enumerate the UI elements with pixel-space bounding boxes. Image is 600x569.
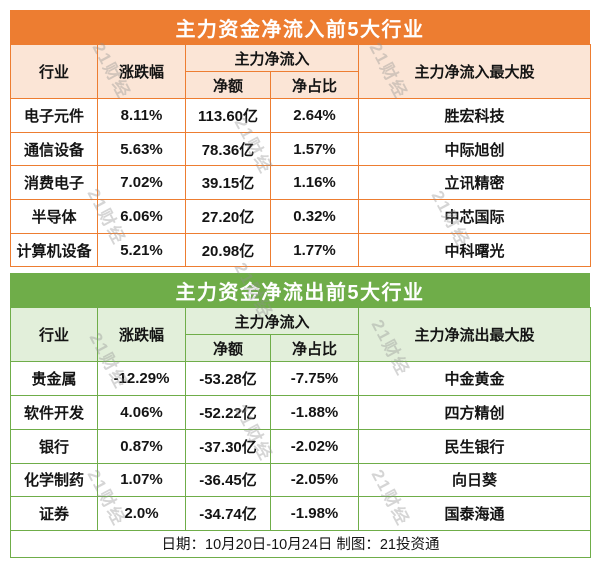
col-header-net-amount: 净额 (185, 334, 271, 363)
col-header-net-amount: 净额 (185, 71, 271, 99)
cell-industry: 银行 (10, 428, 98, 464)
cell-net-ratio: 1.16% (269, 165, 360, 201)
col-header-net-ratio: 净占比 (269, 334, 360, 363)
cell-net-amount: 39.15亿 (185, 165, 271, 201)
cell-net-amount: 27.20亿 (185, 199, 271, 234)
table-row: 通信设备 5.63% 78.36亿 1.57% 中际旭创 (10, 131, 592, 167)
cell-net-ratio: -2.02% (269, 428, 360, 464)
cell-net-amount: -34.74亿 (185, 496, 271, 531)
cell-change: 4.06% (97, 395, 186, 430)
col-header-net-ratio: 净占比 (269, 71, 360, 99)
cell-change: 6.06% (97, 199, 186, 234)
cell-top-stock: 中科曙光 (358, 232, 592, 268)
cell-net-ratio: -1.88% (269, 395, 360, 430)
col-header-top-stock: 主力净流入最大股 (358, 44, 592, 99)
cell-net-ratio: 1.57% (269, 131, 360, 167)
cell-top-stock: 立讯精密 (358, 165, 592, 201)
cell-net-ratio: 1.77% (269, 232, 360, 268)
outflow-title: 主力资金净流出前5大行业 (10, 273, 590, 308)
cell-change: 7.02% (97, 165, 186, 201)
cell-net-ratio: 2.64% (269, 98, 360, 133)
cell-net-amount: -37.30亿 (185, 428, 271, 464)
cell-change: -12.29% (97, 361, 186, 397)
cell-industry: 电子元件 (10, 98, 98, 133)
cell-change: 5.21% (97, 232, 186, 268)
inflow-section: 主力资金净流入前5大行业 行业 涨跌幅 主力净流入 主力净流入最大股 净额 净占… (10, 10, 592, 268)
col-header-change: 涨跌幅 (97, 307, 186, 363)
table-row: 电子元件 8.11% 113.60亿 2.64% 胜宏科技 (10, 98, 592, 133)
cell-top-stock: 四方精创 (358, 395, 592, 430)
cell-industry: 通信设备 (10, 131, 98, 167)
cell-change: 5.63% (97, 131, 186, 167)
cell-net-amount: -52.22亿 (185, 395, 271, 430)
table-row: 计算机设备 5.21% 20.98亿 1.77% 中科曙光 (10, 232, 592, 268)
col-header-net-inflow-group: 主力净流入 (184, 44, 360, 72)
cell-net-ratio: -7.75% (269, 361, 360, 397)
cell-top-stock: 国泰海通 (358, 496, 592, 531)
outflow-section: 主力资金净流出前5大行业 行业 涨跌幅 主力净流入 主力净流出最大股 净额 净占… (9, 273, 592, 558)
cell-net-amount: 20.98亿 (185, 232, 271, 268)
cell-industry: 贵金属 (10, 361, 98, 397)
table-row: 软件开发 4.06% -52.22亿 -1.88% 四方精创 (10, 395, 592, 430)
table-row: 银行 0.87% -37.30亿 -2.02% 民生银行 (10, 428, 592, 464)
cell-change: 8.11% (97, 98, 186, 133)
cell-net-amount: 113.60亿 (185, 98, 271, 133)
cell-industry: 计算机设备 (10, 232, 98, 268)
col-header-change: 涨跌幅 (97, 44, 186, 99)
cell-change: 2.0% (97, 496, 186, 531)
cell-net-ratio: -1.98% (269, 496, 360, 531)
cell-top-stock: 胜宏科技 (358, 98, 592, 133)
col-header-industry: 行业 (10, 44, 98, 99)
cell-industry: 消费电子 (10, 165, 98, 201)
cell-industry: 化学制药 (10, 462, 98, 498)
table-row: 贵金属 -12.29% -53.28亿 -7.75% 中金黄金 (10, 361, 592, 397)
outflow-table: 行业 涨跌幅 主力净流入 主力净流出最大股 净额 净占比 贵金属 -12.29% -… (9, 307, 592, 558)
cell-net-amount: 78.36亿 (185, 131, 271, 167)
cell-change: 1.07% (97, 462, 186, 498)
cell-industry: 证券 (10, 496, 98, 531)
inflow-table: 行业 涨跌幅 主力净流入 主力净流入最大股 净额 净占比 电子元件 8.11% 11… (10, 44, 592, 268)
inflow-title: 主力资金净流入前5大行业 (10, 10, 590, 44)
cell-net-ratio: -2.05% (269, 462, 360, 498)
table-row: 消费电子 7.02% 39.15亿 1.16% 立讯精密 (10, 165, 592, 201)
cell-net-ratio: 0.32% (269, 199, 360, 234)
col-header-top-stock: 主力净流出最大股 (358, 307, 592, 363)
cell-industry: 软件开发 (10, 395, 98, 430)
table-row: 半导体 6.06% 27.20亿 0.32% 中芯国际 (10, 199, 592, 234)
cell-top-stock: 中际旭创 (358, 131, 592, 167)
footer-caption: 日期：10月20日-10月24日 制图：21投资通 (9, 529, 592, 558)
table-row: 证券 2.0% -34.74亿 -1.98% 国泰海通 (10, 496, 592, 531)
cell-change: 0.87% (97, 428, 186, 464)
cell-top-stock: 向日葵 (358, 462, 592, 498)
cell-industry: 半导体 (10, 199, 98, 234)
table-row: 化学制药 1.07% -36.45亿 -2.05% 向日葵 (10, 462, 592, 498)
col-header-industry: 行业 (10, 307, 98, 363)
cell-net-amount: -53.28亿 (185, 361, 271, 397)
cell-top-stock: 中金黄金 (358, 361, 592, 397)
col-header-net-inflow-group: 主力净流入 (184, 307, 360, 336)
cell-top-stock: 民生银行 (358, 428, 592, 464)
cell-top-stock: 中芯国际 (358, 199, 592, 234)
cell-net-amount: -36.45亿 (185, 462, 271, 498)
